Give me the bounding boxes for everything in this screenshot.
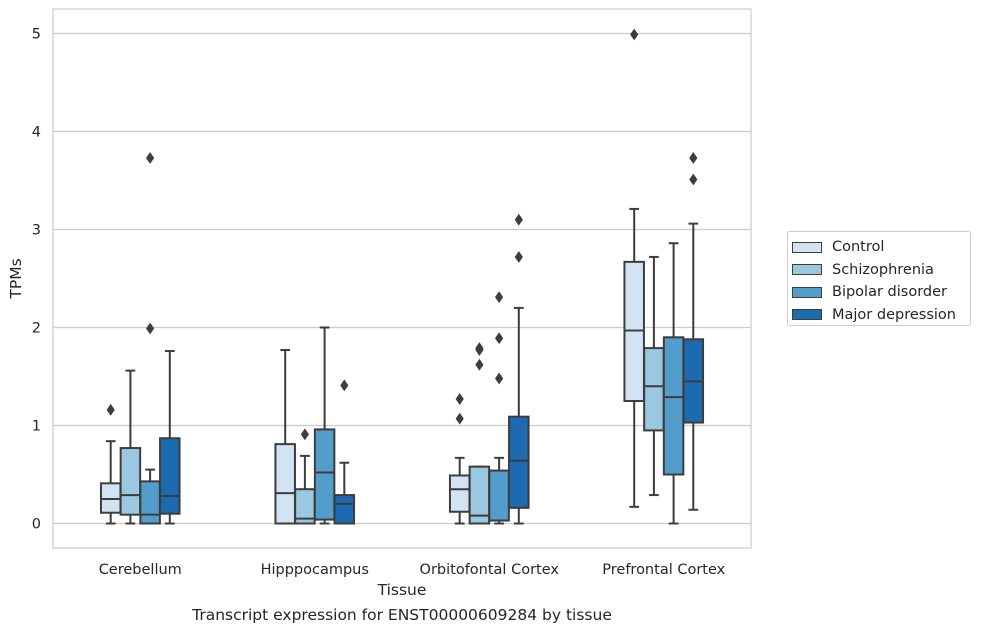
box-control-hipppocampus [274,349,296,525]
box-control-cerebellum [99,403,122,525]
x-tick-label: Cerebellum [99,562,182,578]
legend-item-major-depression: Major depression [792,304,970,327]
box-schizophrenia-prefrontal-cortex [643,255,665,497]
outlier-point [514,213,523,226]
box-body [119,447,142,516]
y-axis-ticks: 0 1 2 3 4 5 [32,27,41,533]
outlier-point [340,379,349,392]
box-control-prefrontal-cortex [623,28,645,508]
x-axis-ticks: Cerebellum Hipppocampus Orbitofontal Corte… [99,562,726,578]
gridlines [53,32,751,525]
outlier-point [495,291,504,304]
legend-item-bipolar-disorder: Bipolar disorder [792,281,970,304]
box-major-depression-orbitofontal-cortex [508,213,530,525]
y-tick-label: 4 [32,125,41,141]
outlier-point [300,428,309,441]
boxes [99,28,705,525]
box-schizophrenia-hipppocampus [294,428,316,525]
outlier-point [689,173,698,186]
outlier-point [106,403,115,416]
box-schizophrenia-orbitofontal-cortex [468,342,491,525]
plot-area-frame [52,8,752,549]
box-control-orbitofontal-cortex [448,393,471,525]
box-body [508,415,530,509]
outlier-point [495,372,504,385]
legend-label-schizophrenia: Schizophrenia [832,261,934,278]
x-axis-title: Tissue [377,581,427,599]
y-tick-label: 1 [32,419,41,435]
box-major-depression-prefrontal-cortex [682,152,705,511]
box-body [139,480,161,525]
legend-swatch-major-depression [792,309,822,321]
figure-caption: Transcript expression for ENST0000060928… [192,606,612,624]
y-tick-label: 3 [32,223,41,239]
box-body [662,336,685,476]
legend-swatch-control [792,241,822,253]
outlier-point [146,152,155,164]
legend-item-control: Control [792,236,970,259]
outlier-point [514,251,523,263]
legend: Control Schizophrenia Bipolar disorder M… [787,231,971,326]
box-body [643,347,665,432]
x-tick-label: Prefrontal Cortex [602,562,725,578]
outlier-point [455,393,464,405]
box-body [274,443,296,525]
legend-swatch-schizophrenia [792,264,822,276]
outlier-point [495,332,504,345]
box-body [448,474,471,513]
outlier-point [475,358,484,371]
box-bipolar-disorder-cerebellum [139,152,161,525]
outlier-point [689,152,698,164]
box-body [313,428,336,521]
x-tick-label: Orbitofontal Cortex [420,562,560,578]
box-bipolar-disorder-prefrontal-cortex [662,242,685,525]
outlier-point [475,342,484,354]
legend-label-major-depression: Major depression [832,306,956,323]
box-body [333,494,356,525]
y-tick-label: 5 [32,27,41,43]
box-bipolar-disorder-orbitofontal-cortex [488,291,510,525]
y-tick-label: 2 [32,321,41,337]
x-tick-label: Hipppocampus [261,562,369,578]
outlier-point [146,322,155,335]
outlier-point [630,28,639,41]
legend-label-bipolar-disorder: Bipolar disorder [832,284,947,301]
box-major-depression-cerebellum [159,350,181,525]
legend-label-control: Control [832,239,885,256]
y-tick-label: 0 [32,517,41,533]
box-schizophrenia-cerebellum [119,369,142,525]
box-body [488,469,510,522]
outlier-point [455,412,464,425]
legend-swatch-bipolar-disorder [792,286,822,298]
box-bipolar-disorder-hipppocampus [313,326,336,525]
y-axis-title: TPMs [7,258,25,299]
box-body [159,437,181,515]
legend-item-schizophrenia: Schizophrenia [792,259,970,282]
box-major-depression-hipppocampus [333,379,356,525]
